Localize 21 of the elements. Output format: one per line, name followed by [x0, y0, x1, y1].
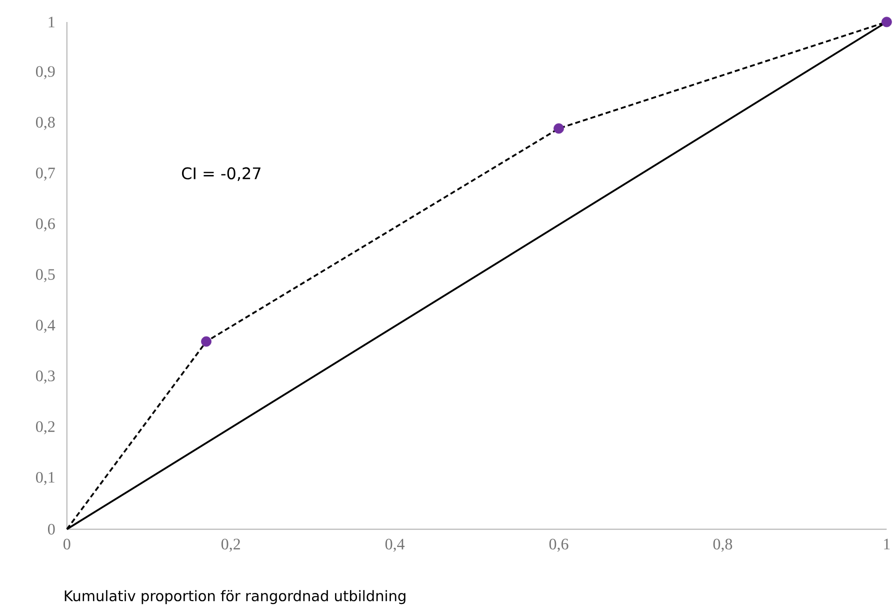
y-tick-label: 0,8 [36, 116, 55, 130]
y-tick-label: 1 [48, 16, 54, 28]
x-tick-label: 0,6 [549, 538, 568, 552]
y-tick-label: 0,6 [36, 218, 55, 232]
x-tick-label: 0,4 [385, 538, 405, 552]
y-tick-label: 0,9 [36, 66, 55, 80]
y-tick-label: 0,4 [36, 320, 56, 333]
y-tick-label: 0,7 [36, 168, 55, 181]
y-tick-label: 0,1 [36, 472, 54, 485]
x-tick-label: 0,2 [221, 538, 240, 552]
annotation: CI = -0,27 [182, 167, 260, 181]
x-axis-title: Kumulativ proportion för rangordnad utbildning [64, 590, 406, 604]
x-tick-label: 0,8 [713, 538, 732, 552]
y-tick-label: 0,3 [36, 370, 55, 384]
y-tick-label: 0,5 [36, 269, 55, 282]
point [554, 123, 564, 134]
point [201, 336, 212, 347]
y-tick-label: 0 [48, 524, 55, 535]
y-tick-label: 0,2 [36, 421, 55, 434]
x-tick-label: 0 [64, 538, 70, 550]
x-tick-label: 1 [884, 538, 890, 550]
